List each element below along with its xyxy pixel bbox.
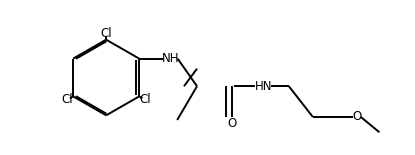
Text: NH: NH — [161, 52, 179, 65]
Text: O: O — [227, 117, 237, 130]
Text: HN: HN — [254, 80, 272, 93]
Text: Cl: Cl — [139, 93, 151, 106]
Text: O: O — [352, 111, 361, 123]
Text: Cl: Cl — [62, 93, 73, 106]
Text: Cl: Cl — [100, 27, 112, 40]
